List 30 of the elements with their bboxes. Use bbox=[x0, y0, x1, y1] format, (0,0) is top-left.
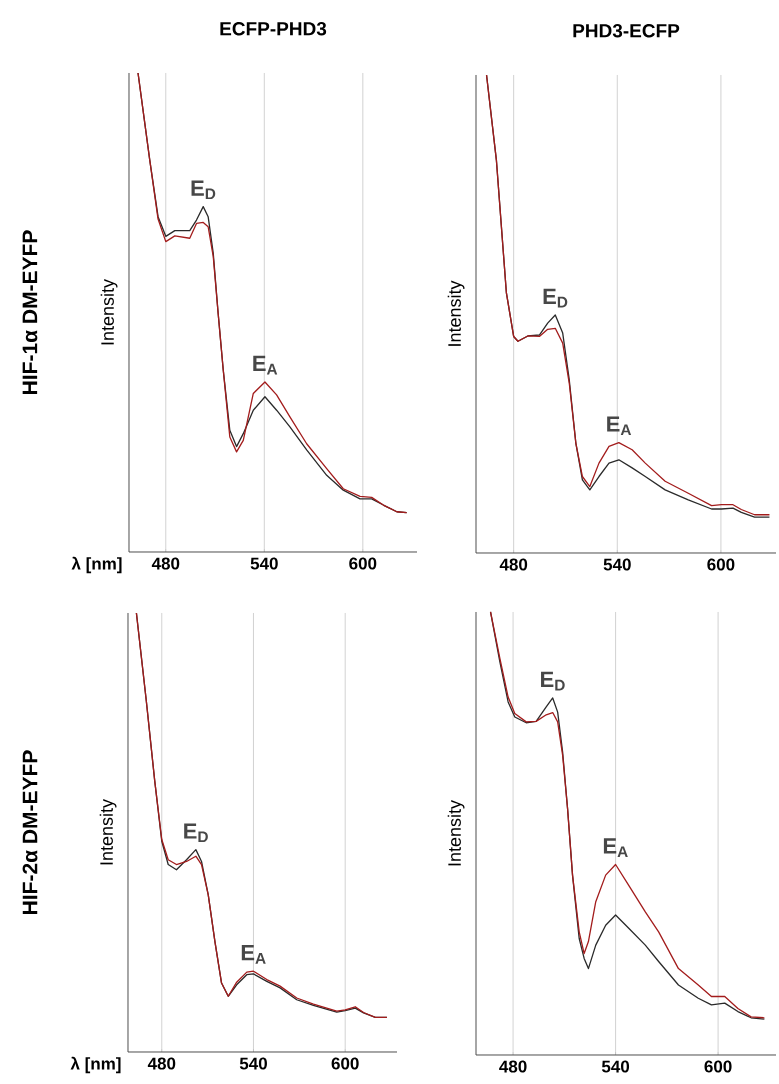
annotation: E$_{A}$ bbox=[607, 416, 632, 436]
chart-title: ECFP-PHD3 bbox=[220, 22, 327, 36]
annotation: E$_{A}$ bbox=[253, 355, 278, 375]
y-axis-title: Intensity bbox=[447, 280, 465, 346]
annotation: E$_{D}$ bbox=[184, 823, 208, 843]
x-tick-label: 480 bbox=[499, 1060, 527, 1073]
text: HIF-1α DM-EYFP bbox=[22, 230, 38, 394]
y-axis-title: Intensity bbox=[100, 279, 118, 345]
x-tick-label: 540 bbox=[250, 557, 278, 570]
x-tick-label: 600 bbox=[331, 1057, 359, 1070]
x-tick-label: 540 bbox=[603, 558, 631, 571]
text: HIF-2α DM-EYFP bbox=[22, 750, 38, 914]
x-tick-label: 600 bbox=[704, 1060, 732, 1073]
x-tick-label: 540 bbox=[601, 1060, 630, 1073]
annotation: E$_{D}$ bbox=[191, 180, 216, 200]
y-axis-title: Intensity bbox=[99, 799, 117, 865]
annotation: E$_{D}$ bbox=[543, 288, 568, 308]
x-axis-title: λ [nm] bbox=[71, 556, 122, 574]
x-axis-title: λ [nm] bbox=[70, 1056, 121, 1074]
x-tick-label: 480 bbox=[147, 1057, 176, 1070]
x-tick-label: 480 bbox=[499, 558, 528, 571]
annotation: E$_{A}$ bbox=[603, 838, 628, 857]
y-axis-title: Intensity bbox=[447, 800, 465, 866]
x-tick-label: 600 bbox=[349, 557, 377, 570]
annotation: E$_{A}$ bbox=[241, 945, 266, 964]
x-tick-label: 600 bbox=[707, 558, 735, 571]
chart-title: PHD3-ECFP bbox=[573, 24, 680, 38]
x-tick-label: 480 bbox=[151, 557, 180, 570]
annotation: E$_{D}$ bbox=[541, 671, 565, 691]
x-tick-label: 540 bbox=[239, 1057, 267, 1070]
